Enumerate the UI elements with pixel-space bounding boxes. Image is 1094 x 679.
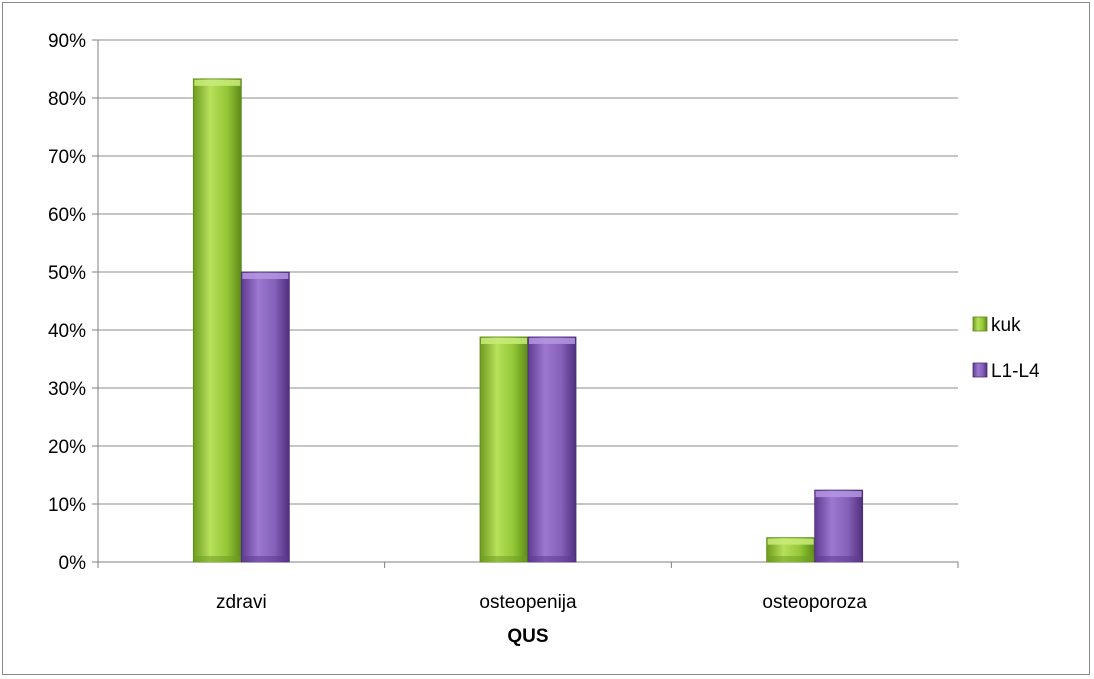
- bar-bevel-bottom: [529, 556, 575, 561]
- y-tick-label: 70%: [48, 147, 86, 168]
- legend: kuk L1-L4: [972, 315, 1040, 382]
- x-tick-label: osteoporoza: [762, 592, 867, 613]
- bar-bevel-top: [242, 273, 289, 279]
- bar: [814, 489, 864, 563]
- tick-labels: 0% 10% 20% 30% 40% 50% 60% 70% 80% 90% zdravi osteo…: [48, 31, 867, 613]
- bar-bevel-top: [767, 538, 814, 545]
- bars: [192, 78, 864, 563]
- bar: [192, 78, 242, 563]
- legend-label: L1-L4: [991, 361, 1040, 382]
- y-tick-label: 0%: [59, 553, 87, 574]
- x-tick-label: osteopenija: [479, 592, 577, 613]
- bar-L1-L4-osteoporoza: [814, 489, 864, 563]
- bar-bevel-bottom: [767, 556, 814, 561]
- legend-swatch: [972, 362, 988, 378]
- bar-bevel-bottom: [481, 556, 527, 561]
- bar-bevel-top: [481, 337, 527, 344]
- bar-bevel-top: [194, 79, 241, 86]
- bar-bevel-bottom: [194, 556, 241, 561]
- y-tick-label: 60%: [48, 205, 86, 226]
- bar: [479, 336, 529, 563]
- y-tick-label: 80%: [48, 89, 86, 110]
- bar-bevel-top: [529, 337, 575, 344]
- bar-bevel-top: [815, 491, 862, 498]
- y-tick-label: 30%: [48, 379, 86, 400]
- y-tick-label: 10%: [48, 495, 86, 516]
- x-axis-title: QUS: [507, 626, 548, 647]
- x-tick-label: zdravi: [216, 592, 267, 613]
- bar-kuk-osteoporoza: [766, 537, 816, 563]
- bar-kuk-osteopenija: [479, 336, 529, 563]
- y-tick-label: 90%: [48, 31, 86, 52]
- bar: [240, 271, 290, 563]
- legend-label: kuk: [991, 315, 1021, 336]
- bar-bevel-bottom: [242, 556, 289, 561]
- bar-L1-L4-zdravi: [240, 271, 290, 563]
- y-tick-label: 40%: [48, 321, 86, 342]
- bar-L1-L4-osteopenija: [527, 336, 577, 563]
- y-tick-label: 50%: [48, 263, 86, 284]
- bar-bevel-bottom: [815, 556, 862, 561]
- bar: [527, 336, 577, 563]
- bar-kuk-zdravi: [192, 78, 242, 563]
- legend-swatch: [972, 316, 988, 332]
- y-tick-label: 20%: [48, 437, 86, 458]
